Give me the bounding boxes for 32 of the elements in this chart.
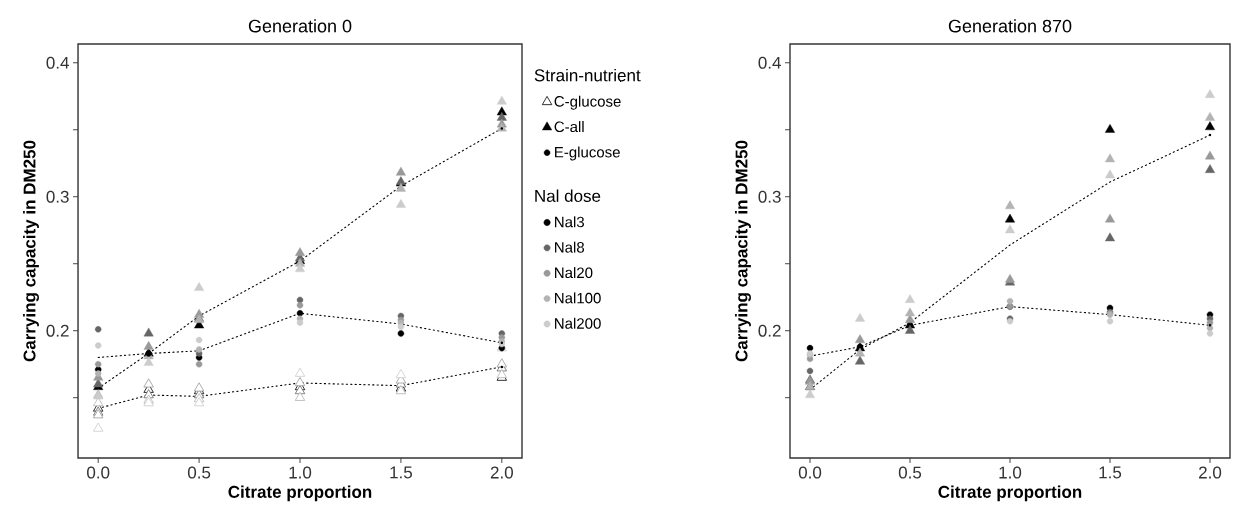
legend-label: Nal20 <box>555 267 593 279</box>
x-tick-label: 1.5 <box>1099 466 1122 479</box>
y-axis-title: Carrying capacity in DM250 <box>735 140 751 362</box>
x-axis-title: Citrate proportion <box>938 485 1082 502</box>
legend-label: Nal3 <box>555 216 585 228</box>
legend-label: E-glucose <box>555 146 620 161</box>
y-tick-label: 0.2 <box>46 324 69 337</box>
x-tick-label: 0.0 <box>798 466 822 479</box>
chart-title: Generation 0 <box>248 19 352 33</box>
x-tick-label: 0.0 <box>87 466 110 479</box>
legend-label: C-glucose <box>554 95 621 110</box>
y-tick-label: 0.4 <box>46 56 69 69</box>
x-tick-label: 0.5 <box>898 466 922 479</box>
x-tick-label: 1.5 <box>390 466 413 479</box>
y-tick-label: 0.3 <box>758 190 781 203</box>
text: Nal dose <box>535 189 601 202</box>
y-tick-label: 0.4 <box>758 56 781 69</box>
x-axis-title: Citrate proportion <box>228 485 372 502</box>
x-tick-label: 0.5 <box>187 466 211 479</box>
legend-label: C-all <box>554 121 584 133</box>
x-tick-label: 2.0 <box>1199 466 1222 479</box>
legend-label: Nal8 <box>555 241 585 253</box>
y-axis-title: Carrying capacity in DM250 <box>23 140 39 362</box>
legend-title: Strain-nutrient <box>534 68 641 82</box>
legend-label: Nal200 <box>555 317 601 329</box>
legend-label: Nal100 <box>555 292 601 304</box>
chart-title: Generation 870 <box>948 19 1072 33</box>
x-tick-label: 1.0 <box>999 466 1022 479</box>
x-tick-label: 1.0 <box>289 466 312 479</box>
y-tick-label: 0.2 <box>758 324 781 337</box>
y-tick-label: 0.3 <box>46 190 69 203</box>
x-tick-label: 2.0 <box>490 466 513 479</box>
